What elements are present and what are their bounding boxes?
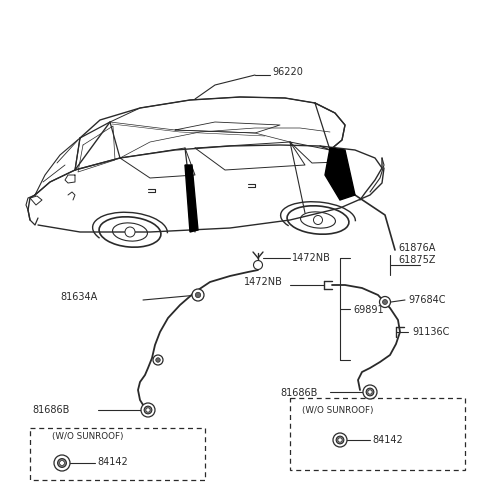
Text: 84142: 84142 — [372, 435, 403, 445]
Text: 91136C: 91136C — [412, 327, 449, 337]
Circle shape — [338, 438, 342, 442]
Circle shape — [368, 390, 372, 394]
Bar — [290, 398, 465, 470]
Text: 1472NB: 1472NB — [244, 277, 283, 287]
Text: 1472NB: 1472NB — [292, 253, 331, 263]
Bar — [30, 428, 205, 480]
Circle shape — [313, 216, 323, 225]
Circle shape — [141, 403, 155, 417]
Text: 81634A: 81634A — [61, 292, 98, 302]
Text: 96220: 96220 — [272, 67, 303, 77]
Circle shape — [380, 297, 391, 307]
Text: 84142: 84142 — [97, 457, 128, 467]
Circle shape — [366, 388, 374, 396]
Circle shape — [146, 408, 150, 412]
Circle shape — [195, 292, 201, 298]
Polygon shape — [185, 165, 198, 232]
Polygon shape — [325, 148, 355, 200]
Text: 61875Z: 61875Z — [398, 255, 435, 265]
Circle shape — [58, 459, 66, 468]
Circle shape — [153, 355, 163, 365]
Circle shape — [60, 461, 64, 466]
Text: 81686B: 81686B — [281, 388, 318, 398]
Circle shape — [54, 455, 70, 471]
Text: (W/O SUNROOF): (W/O SUNROOF) — [302, 406, 373, 414]
Circle shape — [383, 300, 387, 304]
Circle shape — [125, 227, 135, 237]
Circle shape — [336, 436, 344, 444]
Text: 97684C: 97684C — [408, 295, 445, 305]
Circle shape — [156, 358, 160, 362]
Text: 81686B: 81686B — [33, 405, 70, 415]
Circle shape — [144, 406, 152, 414]
Text: 61876A: 61876A — [398, 243, 435, 253]
Circle shape — [253, 261, 263, 269]
Circle shape — [192, 289, 204, 301]
Text: (W/O SUNROOF): (W/O SUNROOF) — [52, 432, 123, 442]
Text: 69891: 69891 — [353, 305, 384, 315]
Circle shape — [333, 433, 347, 447]
Circle shape — [363, 385, 377, 399]
